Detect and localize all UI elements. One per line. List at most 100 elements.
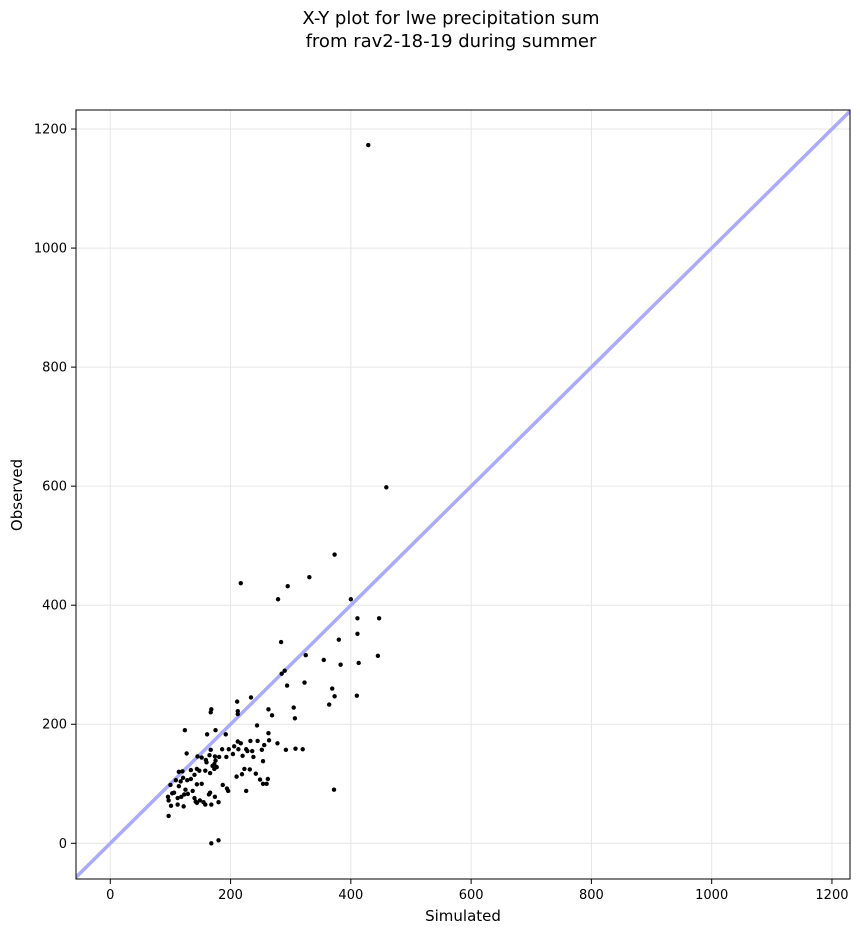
data-point	[234, 774, 239, 779]
data-point	[375, 653, 381, 658]
data-point	[238, 741, 243, 746]
data-point	[178, 779, 183, 784]
x-tick-label: 0	[106, 888, 114, 903]
x-axis-label: Simulated	[425, 907, 501, 925]
data-point	[260, 781, 266, 786]
data-point	[354, 693, 360, 698]
data-point	[180, 775, 186, 781]
chart-title-line-2: from rav2-18-19 during summer	[306, 31, 597, 52]
data-point	[180, 769, 185, 774]
data-point	[264, 781, 269, 786]
data-point	[175, 802, 180, 807]
data-point	[188, 767, 194, 773]
data-point	[173, 777, 179, 783]
data-point	[230, 751, 236, 757]
data-point	[184, 751, 189, 756]
chart-title-line-1: X-Y plot for lwe precipitation sum	[302, 8, 599, 29]
data-point	[253, 771, 259, 776]
data-point	[291, 705, 296, 710]
data-point	[185, 777, 190, 783]
data-point	[225, 788, 231, 794]
y-tick-label: 1000	[34, 242, 67, 257]
x-tick-label: 400	[338, 888, 363, 903]
data-point	[199, 781, 204, 786]
data-point	[326, 702, 332, 707]
data-point	[293, 746, 298, 751]
data-point	[275, 741, 280, 746]
data-point	[183, 787, 188, 792]
data-point	[207, 770, 213, 776]
data-point	[356, 660, 361, 666]
data-point	[265, 776, 271, 782]
data-point	[266, 738, 272, 743]
data-point	[303, 653, 308, 658]
data-point	[179, 794, 184, 800]
data-point	[226, 747, 231, 752]
data-point	[332, 694, 337, 699]
data-point	[204, 760, 209, 765]
data-point	[279, 671, 284, 676]
data-point	[168, 803, 174, 808]
data-point	[224, 754, 229, 760]
data-point	[248, 738, 253, 744]
data-point	[195, 754, 200, 759]
data-point	[262, 742, 267, 748]
data-point	[338, 662, 343, 667]
data-point	[239, 772, 245, 777]
data-point	[251, 754, 256, 760]
data-point	[168, 782, 173, 788]
data-point	[207, 752, 212, 758]
data-point	[366, 142, 371, 148]
data-point	[282, 668, 287, 673]
y-tick-label: 400	[42, 599, 67, 614]
data-point	[269, 713, 275, 718]
data-point	[321, 657, 326, 663]
data-point	[209, 802, 214, 807]
data-point	[235, 711, 240, 717]
plot-area	[76, 110, 850, 879]
data-point	[223, 732, 228, 737]
x-tick-label: 200	[218, 888, 243, 903]
data-point	[175, 795, 180, 801]
data-point	[242, 766, 247, 772]
data-point	[259, 747, 265, 753]
data-point	[248, 695, 254, 700]
data-point	[199, 755, 204, 760]
data-point	[302, 680, 307, 685]
data-point	[204, 732, 210, 737]
data-point	[209, 841, 214, 846]
data-point	[384, 485, 389, 490]
data-point	[238, 580, 243, 586]
data-point	[336, 637, 342, 642]
data-point	[208, 710, 213, 715]
data-point	[192, 772, 197, 778]
data-point	[283, 747, 289, 753]
data-point	[329, 686, 335, 691]
y-tick-label: 800	[42, 361, 67, 376]
data-point	[170, 791, 175, 796]
data-point	[212, 754, 218, 759]
data-point	[216, 838, 221, 843]
data-point	[188, 776, 194, 782]
data-point	[208, 747, 213, 753]
data-point	[285, 583, 290, 589]
data-point	[197, 768, 202, 773]
data-point	[166, 813, 171, 819]
data-point	[194, 782, 200, 787]
data-point	[213, 727, 218, 733]
y-tick-label: 600	[42, 480, 67, 495]
one-to-one-line	[76, 110, 850, 879]
x-tick-label: 1000	[695, 888, 728, 903]
data-point	[332, 552, 337, 557]
data-point	[216, 754, 222, 760]
data-point	[231, 744, 237, 749]
data-point	[254, 723, 260, 728]
data-point	[185, 791, 191, 797]
data-point	[245, 748, 250, 754]
grid	[76, 110, 850, 879]
data-point	[181, 804, 186, 809]
data-point	[300, 747, 305, 752]
data-point	[376, 616, 382, 621]
data-point	[182, 727, 188, 733]
